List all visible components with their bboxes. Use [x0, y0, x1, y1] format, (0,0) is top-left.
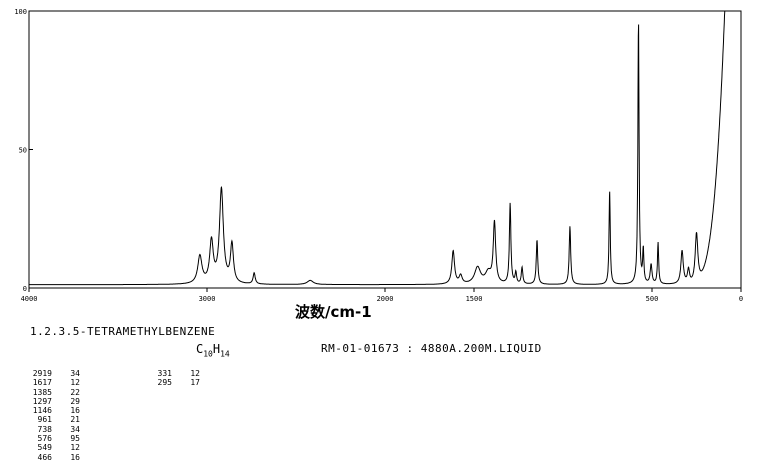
- peak-wavenumber: 1297: [32, 396, 52, 406]
- peak-intensity: 12: [70, 378, 80, 388]
- peak-intensity: 34: [70, 369, 80, 378]
- peak-wavenumber: 961: [37, 415, 52, 425]
- peak-intensity: 22: [70, 387, 80, 397]
- formula-h: H: [212, 342, 221, 356]
- x-tick-label: 1500: [466, 295, 483, 303]
- peak-row: 549 12: [22, 443, 80, 452]
- peak-row: 1297 29: [22, 397, 80, 406]
- peak-wavenumber: 738: [37, 424, 52, 434]
- peak-intensity: 34: [70, 424, 80, 434]
- peak-row: 2919 34: [22, 369, 80, 378]
- formula-h-count: 14: [220, 349, 230, 359]
- plot-frame: [28, 10, 742, 289]
- formula-c: C: [196, 342, 204, 356]
- x-tick-label: 2000: [377, 295, 394, 303]
- peak-intensity: 17: [190, 378, 200, 388]
- y-tick-label: 0: [23, 285, 27, 293]
- peak-row: 961 21: [22, 415, 80, 424]
- y-tick-label: 50: [19, 147, 27, 155]
- peak-row: 466 16: [22, 453, 80, 462]
- x-tick-label: 3000: [199, 295, 216, 303]
- peak-intensity: 29: [70, 396, 80, 406]
- peak-wavenumber: 466: [37, 452, 52, 462]
- peak-wavenumber: 331: [157, 369, 172, 378]
- peak-wavenumber: 1617: [32, 378, 52, 388]
- peak-wavenumber: 295: [157, 378, 172, 388]
- peak-intensity: 16: [70, 406, 80, 416]
- peak-wavenumber: 549: [37, 443, 52, 453]
- peak-intensity: 95: [70, 434, 80, 444]
- peak-table-right: 331 12 295 17: [142, 369, 200, 388]
- peak-intensity: 16: [70, 452, 80, 462]
- peak-intensity: 21: [70, 415, 80, 425]
- peak-row: 1146 16: [22, 406, 80, 415]
- record-info: RM-01-01673 : 4880A.200M.LIQUID: [321, 342, 542, 355]
- peak-wavenumber: 576: [37, 434, 52, 444]
- formula-c-count: 10: [203, 349, 213, 359]
- peak-wavenumber: 2919: [32, 369, 52, 378]
- x-tick-label: 0: [739, 295, 743, 303]
- peak-row: 576 95: [22, 434, 80, 443]
- peak-row: 295 17: [142, 378, 200, 387]
- x-tick-label: 4000: [21, 295, 38, 303]
- molecular-formula: C10H14: [196, 342, 230, 358]
- peak-wavenumber: 1385: [32, 387, 52, 397]
- peak-row: 1385 22: [22, 388, 80, 397]
- spectrum-line: [29, 10, 727, 286]
- peak-table-left: 2919 34 1617 12 1385 22 1297 29 1146 16 961 21 738 34…: [22, 369, 80, 462]
- y-tick-label: 100: [14, 8, 27, 16]
- peak-intensity: 12: [190, 369, 200, 378]
- peak-row: 1617 12: [22, 378, 80, 387]
- x-axis-label: 波数/cm-1: [295, 303, 372, 321]
- peak-row: 738 34: [22, 425, 80, 434]
- compound-name: 1.2.3.5-TETRAMETHYLBENZENE: [30, 325, 216, 338]
- x-tick-label: 500: [646, 295, 659, 303]
- peak-row: 331 12: [142, 369, 200, 378]
- peak-intensity: 12: [70, 443, 80, 453]
- peak-wavenumber: 1146: [32, 406, 52, 416]
